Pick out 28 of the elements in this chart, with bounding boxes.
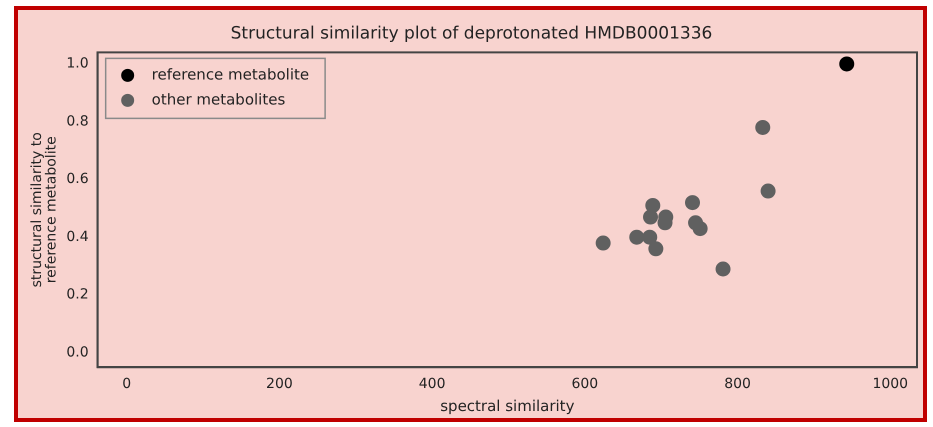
x-tick-label: 200	[266, 376, 293, 392]
x-tick-label: 0	[122, 376, 132, 392]
point	[596, 236, 611, 251]
point	[642, 230, 658, 245]
point	[760, 184, 776, 199]
point	[716, 262, 731, 277]
point	[685, 195, 700, 210]
x-axis-title: spectral similarity	[440, 396, 575, 415]
y-axis-title: structural similarity to reference metabolite	[28, 132, 60, 288]
y-tick-label: 1.0	[66, 56, 89, 72]
y-tick-label: 0.2	[66, 286, 89, 303]
chart-title: Structural similarity plot of deprotonated HMDB0001336	[230, 24, 712, 44]
y-tick-label: 0.4	[66, 228, 89, 245]
y-tick-label: 0.6	[66, 171, 89, 188]
point	[643, 210, 658, 225]
y-tick-label: 0.8	[66, 113, 89, 130]
x-tick-label: 600	[571, 376, 598, 392]
legend-label: reference metabolite	[152, 65, 310, 84]
x-tick-label: 400	[418, 376, 446, 392]
y-tick-label: 0.0	[66, 344, 89, 360]
legend-label: other metabolites	[152, 90, 286, 108]
x-tick-label: 1000	[872, 376, 908, 392]
point	[839, 56, 854, 72]
x-tick-label: 800	[724, 376, 751, 392]
point	[692, 221, 708, 236]
point	[755, 120, 770, 135]
point	[648, 241, 664, 256]
point	[629, 230, 644, 245]
